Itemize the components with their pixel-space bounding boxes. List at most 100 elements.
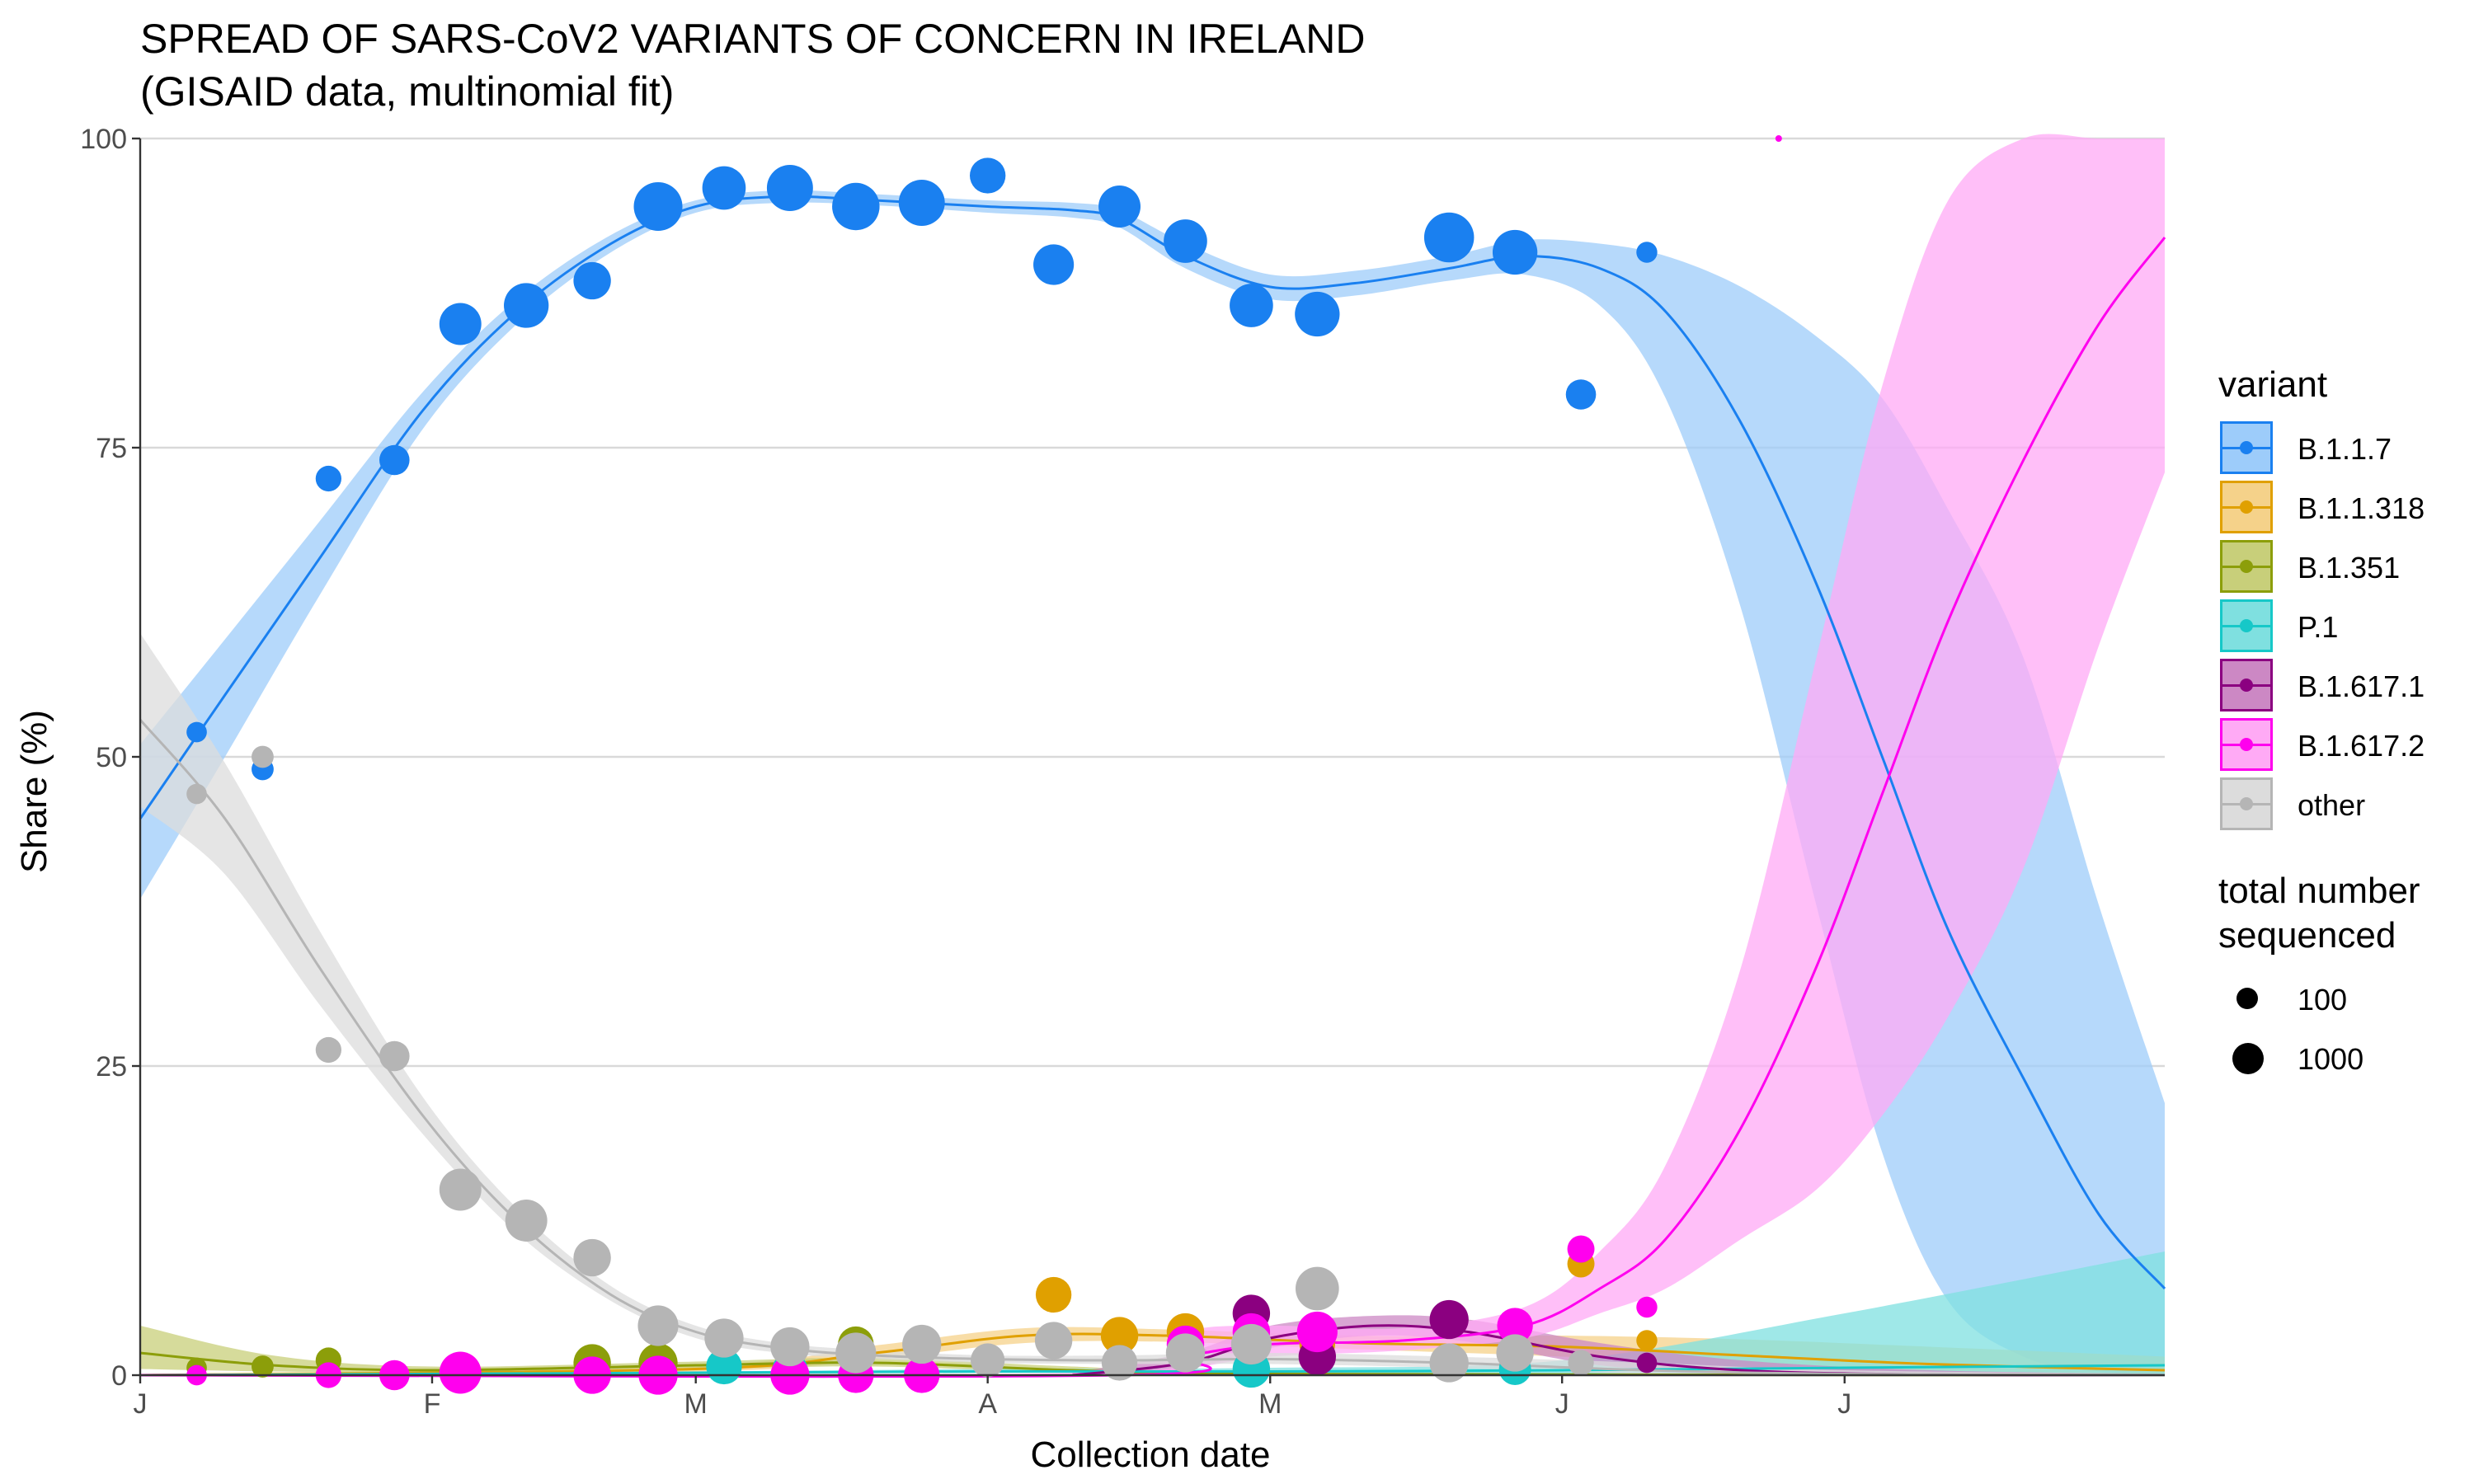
data-points [186, 135, 1782, 1395]
x-tick-label: F [424, 1388, 441, 1420]
size-legend-dot-small [2236, 988, 2258, 1009]
size-legend-dot-large [2232, 1043, 2264, 1074]
size-legend-title-line1: total number [2218, 871, 2420, 911]
data-point-B.1.1.7 [573, 261, 611, 300]
data-point-B.1.1.7 [504, 283, 549, 328]
data-point-B.1.1.7 [1492, 229, 1538, 275]
legend-key-dot [2240, 441, 2253, 454]
data-point-other [252, 745, 274, 768]
ci-ribbon-B.1.1.7 [140, 190, 2165, 1374]
data-point-B.1.1.7 [186, 721, 207, 743]
legend-key-B.1.617.1 [2220, 659, 2273, 711]
x-tick-label: M [684, 1388, 708, 1420]
x-axis-title: Collection date [1030, 1435, 1271, 1475]
data-point-other [902, 1324, 942, 1364]
data-point-other [505, 1200, 548, 1242]
y-axis-title: Share (%) [14, 709, 54, 874]
x-tick-label: J [1555, 1388, 1569, 1420]
data-point-B.1.1.318 [1100, 1317, 1139, 1355]
size-legend: total number sequenced 100 1000 [2218, 869, 2420, 1088]
data-point-other [439, 1168, 482, 1211]
data-point-B.1.1.7 [766, 165, 813, 211]
data-point-other [971, 1343, 1005, 1378]
data-point-B.1.1.7 [1295, 291, 1340, 337]
chart-title-line1: SPREAD OF SARS-CoV2 VARIANTS OF CONCERN … [140, 16, 1366, 62]
data-point-other [1296, 1266, 1339, 1311]
data-point-other [1568, 1350, 1594, 1376]
data-point-B.1.1.7 [439, 303, 482, 345]
data-point-other [315, 1036, 341, 1064]
legend-key-B.1.351 [2220, 540, 2273, 593]
data-point-B.1.1.7 [633, 182, 683, 231]
legend-key-dot [2240, 560, 2253, 573]
y-tick-label: 25 [96, 1051, 127, 1082]
x-tick-label: A [978, 1388, 997, 1420]
data-point-B.1.617.1 [1429, 1299, 1469, 1340]
legend-key-dot [2240, 797, 2253, 810]
legend-item-B.1.1.7: B.1.1.7 [2218, 419, 2420, 478]
data-point-B.1.617.1 [1636, 1352, 1658, 1374]
data-point-B.1.1.7 [898, 180, 945, 226]
data-point-other [704, 1318, 744, 1358]
data-point-B.1.617.2 [1296, 1311, 1338, 1353]
legend-key-B.1.617.2 [2220, 718, 2273, 771]
data-point-B.1.1.7 [1423, 212, 1475, 263]
legend-item-B.1.351: B.1.351 [2218, 538, 2420, 597]
data-point-B.1.1.7 [1565, 379, 1597, 410]
legend-items: B.1.1.7 B.1.1.318 B.1.351 P.1 B.1.617.1 B.1.6… [2218, 419, 2425, 834]
legend-item-B.1.617.2: B.1.617.2 [2218, 716, 2425, 775]
size-legend-item-small: 100 [2218, 970, 2420, 1029]
y-tick-label: 0 [111, 1360, 127, 1392]
x-tick-label: J [134, 1388, 148, 1420]
data-point-other [1230, 1323, 1272, 1365]
data-point-B.1.1.7 [1033, 244, 1075, 285]
legend-key-dot [2240, 738, 2253, 751]
legend-key-dot [2240, 679, 2253, 692]
legend: variant B.1.1.7 B.1.1.318 B.1.351 P.1 B.1.61… [2218, 363, 2425, 1088]
data-point-other [573, 1238, 611, 1277]
legend-key-B.1.1.7 [2220, 421, 2273, 474]
legend-key-dot [2240, 500, 2253, 514]
legend-key-P.1 [2220, 599, 2273, 652]
legend-label-P.1: P.1 [2298, 610, 2339, 644]
data-point-B.1.617.2 [1636, 1296, 1658, 1318]
data-point-other [637, 1305, 679, 1346]
ci-ribbon-B.1.617.2 [140, 134, 2165, 1376]
data-point-B.1.1.318 [1035, 1276, 1072, 1313]
legend-item-B.1.1.318: B.1.1.318 [2218, 478, 2425, 538]
data-point-other [1165, 1333, 1206, 1373]
legend-key-dot [2240, 619, 2253, 632]
y-tick-label: 100 [80, 124, 127, 155]
data-point-B.1.617.2 [1567, 1235, 1595, 1263]
size-legend-label-small: 100 [2298, 983, 2348, 1017]
data-point-B.1.351 [252, 1355, 274, 1378]
size-legend-label-large: 1000 [2298, 1042, 2364, 1076]
legend-label-B.1.617.1: B.1.617.1 [2298, 669, 2425, 703]
legend-label-B.1.1.318: B.1.1.318 [2298, 491, 2425, 525]
chart-title-line2: (GISAID data, multinomial fit) [140, 68, 675, 115]
legend-key-B.1.1.318 [2220, 481, 2273, 533]
ci-ribbon-P.1 [140, 1252, 2165, 1375]
data-point-other [770, 1327, 810, 1367]
data-point-B.1.1.7 [1164, 219, 1207, 263]
legend-label-B.1.617.2: B.1.617.2 [2298, 729, 2425, 763]
fit-line-B.1.1.7 [139, 195, 2166, 1289]
axes: 0 25 50 75 100 J F M A M J J [80, 124, 2165, 1420]
data-point-B.1.1.7 [702, 166, 746, 210]
ci-ribbon-B.1.1.318 [140, 1327, 2165, 1375]
data-point-other [186, 783, 207, 805]
data-point-B.1.1.7 [379, 444, 410, 476]
data-point-B.1.1.318 [1636, 1330, 1658, 1351]
fit-line-B.1.617.2 [139, 237, 2166, 1378]
data-point-B.1.1.7 [1098, 186, 1141, 228]
data-point-B.1.1.7 [832, 182, 880, 231]
data-point-B.1.1.7 [315, 465, 341, 492]
data-point-other [835, 1332, 877, 1374]
size-legend-item-large: 1000 [2218, 1029, 2420, 1088]
data-point-B.1.1.7 [1636, 242, 1658, 263]
fit-line-B.1.1.318 [139, 1332, 2166, 1377]
data-point-B.1.1.7 [1230, 284, 1273, 327]
size-legend-title-line2: sequenced [2218, 915, 2396, 956]
y-tick-label: 50 [96, 742, 127, 773]
